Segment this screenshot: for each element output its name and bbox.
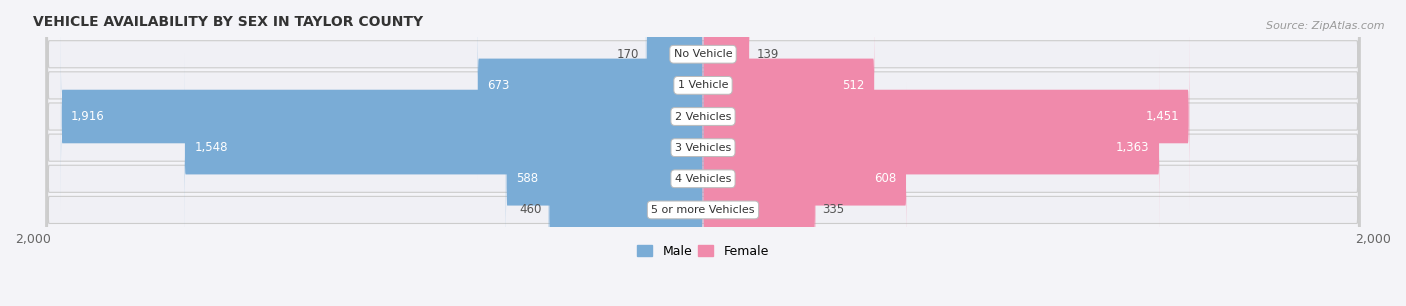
FancyBboxPatch shape	[703, 0, 749, 152]
FancyBboxPatch shape	[703, 50, 1160, 245]
FancyBboxPatch shape	[548, 112, 703, 306]
Text: 1,363: 1,363	[1116, 141, 1150, 154]
Text: 170: 170	[617, 48, 640, 61]
Text: 1,451: 1,451	[1146, 110, 1180, 123]
FancyBboxPatch shape	[46, 0, 1360, 306]
Text: No Vehicle: No Vehicle	[673, 49, 733, 59]
FancyBboxPatch shape	[506, 81, 703, 277]
Text: 139: 139	[756, 48, 779, 61]
FancyBboxPatch shape	[46, 0, 1360, 306]
Text: 4 Vehicles: 4 Vehicles	[675, 174, 731, 184]
Text: 608: 608	[875, 172, 897, 185]
Text: 460: 460	[520, 203, 543, 216]
Text: Source: ZipAtlas.com: Source: ZipAtlas.com	[1267, 21, 1385, 32]
Text: 1,916: 1,916	[72, 110, 105, 123]
FancyBboxPatch shape	[184, 50, 703, 245]
Text: 588: 588	[516, 172, 538, 185]
FancyBboxPatch shape	[46, 0, 1360, 306]
FancyBboxPatch shape	[478, 0, 703, 183]
FancyBboxPatch shape	[46, 0, 1360, 306]
Text: 1,548: 1,548	[194, 141, 228, 154]
FancyBboxPatch shape	[46, 0, 1360, 290]
FancyBboxPatch shape	[703, 81, 907, 277]
Legend: Male, Female: Male, Female	[633, 240, 773, 263]
FancyBboxPatch shape	[60, 19, 703, 214]
FancyBboxPatch shape	[703, 112, 815, 306]
Text: VEHICLE AVAILABILITY BY SEX IN TAYLOR COUNTY: VEHICLE AVAILABILITY BY SEX IN TAYLOR CO…	[32, 15, 423, 29]
Text: 5 or more Vehicles: 5 or more Vehicles	[651, 205, 755, 215]
Text: 335: 335	[823, 203, 844, 216]
Text: 512: 512	[842, 79, 865, 92]
FancyBboxPatch shape	[46, 0, 1360, 306]
Text: 673: 673	[488, 79, 510, 92]
FancyBboxPatch shape	[703, 0, 875, 183]
FancyBboxPatch shape	[703, 19, 1189, 214]
Text: 1 Vehicle: 1 Vehicle	[678, 80, 728, 90]
Text: 3 Vehicles: 3 Vehicles	[675, 143, 731, 153]
Text: 2 Vehicles: 2 Vehicles	[675, 111, 731, 121]
FancyBboxPatch shape	[645, 0, 703, 152]
